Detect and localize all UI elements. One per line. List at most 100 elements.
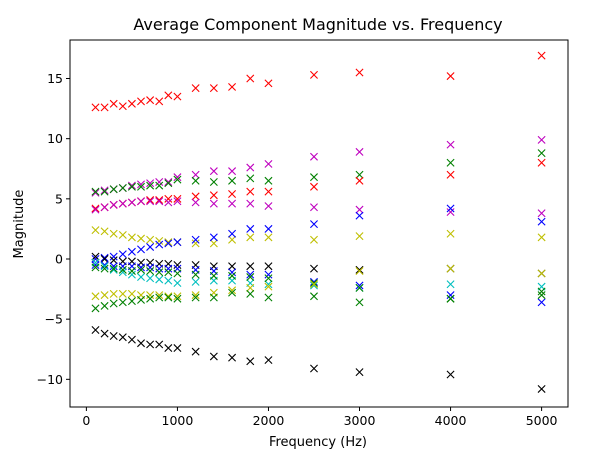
data-point — [164, 198, 173, 207]
data-point — [137, 245, 146, 254]
data-point — [310, 173, 318, 182]
data-point — [91, 326, 100, 334]
x-tick-label: 3000 — [344, 413, 376, 428]
data-point — [209, 239, 218, 248]
y-tick-label: −5 — [45, 312, 63, 327]
data-point — [100, 261, 109, 270]
data-point — [100, 255, 109, 263]
data-point — [118, 102, 127, 111]
data-point — [246, 270, 255, 279]
data-point — [173, 292, 182, 301]
data-point — [100, 227, 109, 236]
x-axis: 0 1000 2000 3000 4000 5000 — [82, 407, 558, 428]
x-axis-title: Frequency (Hz) — [269, 435, 367, 450]
data-point — [146, 291, 155, 300]
data-point — [310, 280, 318, 289]
data-point — [537, 217, 546, 226]
data-point — [355, 211, 364, 220]
data-point — [310, 182, 318, 191]
data-point — [310, 364, 318, 373]
data-point — [191, 84, 200, 93]
data-point — [446, 208, 455, 217]
data-point — [209, 352, 218, 361]
data-point — [155, 264, 164, 273]
series-10 — [91, 263, 546, 303]
data-point — [91, 261, 100, 270]
data-point — [537, 135, 546, 144]
data-point — [191, 192, 200, 201]
data-point — [127, 99, 136, 108]
data-point — [146, 196, 155, 205]
series-0 — [91, 51, 546, 112]
data-point — [100, 103, 109, 112]
data-point — [91, 255, 100, 263]
data-point — [127, 289, 136, 298]
series-4 — [91, 197, 546, 218]
data-point — [355, 281, 364, 290]
data-point — [209, 84, 218, 93]
data-point — [146, 181, 155, 190]
data-point — [155, 240, 164, 249]
data-point — [446, 229, 455, 238]
data-point — [173, 92, 182, 101]
data-point — [537, 298, 546, 307]
data-point — [310, 279, 318, 288]
data-point — [191, 291, 200, 300]
data-point — [264, 270, 273, 279]
data-point — [118, 230, 127, 239]
data-point — [355, 298, 364, 307]
data-point — [446, 158, 455, 167]
data-point — [191, 235, 200, 244]
data-point — [173, 173, 182, 182]
y-tick-label: 10 — [47, 131, 63, 146]
data-point — [228, 288, 237, 297]
x-tick-label: 1000 — [162, 413, 194, 428]
data-point — [137, 182, 146, 191]
series-2 — [91, 149, 546, 196]
data-point — [155, 196, 164, 205]
data-point — [146, 242, 155, 251]
data-point — [146, 197, 155, 206]
data-point — [155, 236, 164, 245]
data-point — [173, 261, 182, 270]
data-point — [155, 177, 164, 186]
data-point — [127, 198, 136, 207]
data-point — [127, 267, 136, 276]
data-point — [155, 340, 164, 349]
data-point — [246, 187, 255, 196]
data-point — [100, 291, 109, 300]
data-point — [100, 264, 109, 273]
data-point — [264, 282, 273, 291]
data-point — [146, 235, 155, 244]
data-point — [164, 292, 173, 301]
data-point — [118, 289, 127, 298]
data-point — [118, 184, 127, 192]
data-point — [228, 286, 237, 295]
data-point — [355, 265, 364, 274]
data-point — [228, 167, 237, 176]
data-point — [164, 91, 173, 100]
data-point — [537, 149, 546, 158]
data-point — [228, 229, 237, 238]
data-point — [310, 203, 318, 212]
data-point — [209, 199, 218, 208]
data-point — [100, 253, 109, 262]
data-point — [100, 186, 109, 195]
y-axis-title: Magnitude — [12, 190, 27, 259]
data-point — [446, 264, 455, 273]
data-point — [91, 292, 100, 301]
data-point — [446, 72, 455, 81]
x-tick-label: 0 — [82, 413, 90, 428]
y-tick-label: 15 — [47, 71, 63, 86]
data-point — [355, 176, 364, 185]
data-point — [246, 224, 255, 233]
data-point — [310, 264, 318, 273]
data-point — [109, 289, 118, 298]
data-point — [109, 299, 118, 308]
data-point — [155, 97, 164, 106]
data-point — [173, 294, 182, 303]
data-point — [109, 229, 118, 238]
data-point — [537, 233, 546, 242]
